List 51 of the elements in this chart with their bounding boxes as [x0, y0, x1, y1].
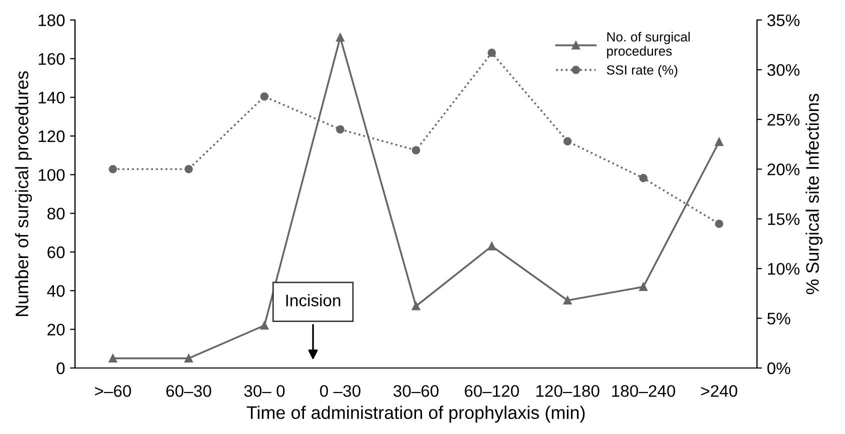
- x-tick-label: >–60: [94, 385, 132, 397]
- y-tick-label: 0: [56, 362, 65, 374]
- y-tick-label: 180: [38, 14, 65, 26]
- point: [108, 164, 118, 174]
- point: [336, 125, 344, 134]
- y2-tick-label: 35%: [767, 14, 800, 26]
- point: [563, 296, 572, 304]
- x-tick-label: 30–60: [393, 385, 439, 397]
- point: [184, 354, 193, 362]
- y-tick-label: 160: [38, 53, 65, 65]
- x-tick-label: 60–30: [166, 385, 212, 397]
- x-tick-label: 30– 0: [244, 385, 285, 397]
- y-tick-label: 80: [47, 208, 65, 220]
- y2-tick-label: 10%: [768, 262, 800, 275]
- x-axis-title: Time of administration of prophylaxis (min): [246, 406, 585, 423]
- point: [639, 174, 648, 182]
- legend-label: No. of surgical procedures: [607, 32, 690, 58]
- point: [488, 48, 496, 57]
- x-tick-label: >240: [701, 385, 738, 397]
- y-tick-label: 120: [38, 130, 65, 142]
- point: [184, 164, 193, 174]
- point: [714, 138, 724, 146]
- y-tick-label: 100: [38, 169, 65, 181]
- y-tick-label: 60: [48, 246, 65, 258]
- y-axis-title: Number of surgical procedures: [15, 71, 32, 316]
- y2-tick-label: 15%: [768, 213, 800, 226]
- y-tick-label: 20: [48, 324, 65, 336]
- y2-tick-label: 20%: [768, 164, 800, 176]
- x-tick-label: 0 –30: [320, 385, 360, 397]
- x-tick-label: 120–180: [536, 385, 600, 397]
- x-tick-label: 180–240: [612, 385, 676, 397]
- y-tick-label: 40: [47, 285, 65, 297]
- legend-label: SSI rate (%): [606, 64, 678, 78]
- y2-tick-label: 0%: [767, 362, 790, 374]
- point: [488, 242, 496, 250]
- point: [108, 354, 118, 362]
- point: [714, 220, 724, 228]
- annotation: Incision: [286, 294, 340, 306]
- point: [563, 137, 572, 146]
- point: [336, 33, 344, 42]
- point: [412, 146, 420, 154]
- point: [260, 92, 269, 101]
- y2-axis-title: % Surgical site Infections: [806, 94, 822, 294]
- point: [260, 321, 269, 330]
- point: [639, 282, 648, 291]
- y2-tick-label: 25%: [768, 114, 800, 126]
- y2-tick-label: 30%: [767, 64, 800, 76]
- point: [412, 302, 420, 310]
- y2-tick-label: 5%: [767, 312, 790, 324]
- x-tick-label: 60–120: [464, 385, 519, 397]
- y-tick-label: 140: [38, 92, 65, 104]
